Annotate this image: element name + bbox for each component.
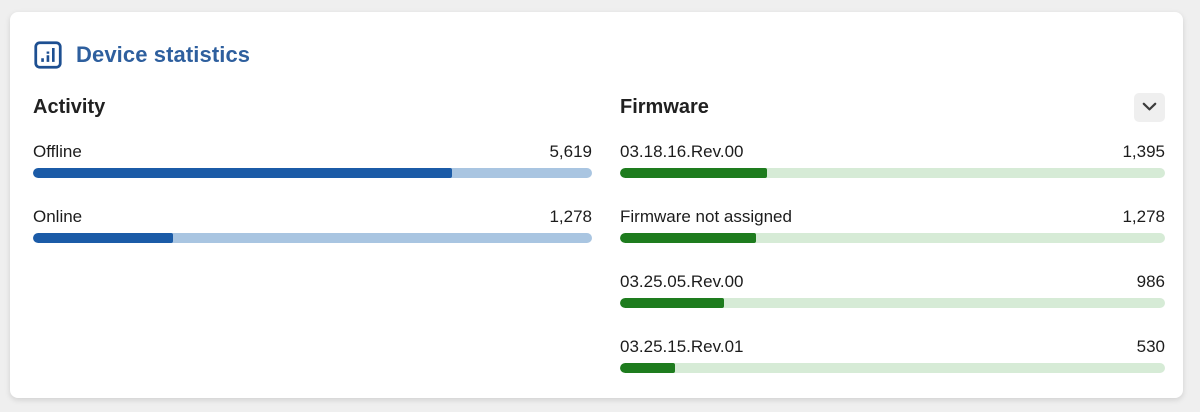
stat-value: 1,278 <box>1122 207 1165 226</box>
firmware-heading: Firmware <box>620 95 709 118</box>
activity-rows: Offline 5,619 Online 1,278 <box>33 140 592 243</box>
chevron-down-icon <box>1142 102 1157 112</box>
stat-bar-fill <box>620 233 757 243</box>
stat-bar-track <box>620 233 1165 243</box>
stat-value: 530 <box>1136 337 1165 356</box>
stat-label: Firmware not assigned <box>620 207 792 226</box>
stat-line: Offline 5,619 <box>33 140 592 163</box>
card-title: Device statistics <box>76 42 251 67</box>
stat-bar-fill <box>33 233 173 243</box>
stat-row: 03.25.05.Rev.00 986 <box>620 270 1165 308</box>
activity-section: Activity Offline 5,619 Online 1,278 <box>33 92 592 400</box>
stat-row: 03.25.15.Rev.01 530 <box>620 335 1165 373</box>
stat-row: Offline 5,619 <box>33 140 592 178</box>
stat-label: Online <box>33 207 83 226</box>
bar-chart-icon <box>33 40 63 70</box>
stat-label: Offline <box>33 142 82 161</box>
stat-row: 03.18.16.Rev.00 1,395 <box>620 140 1165 178</box>
stat-bar-fill <box>33 168 453 178</box>
stat-bar-track <box>620 298 1165 308</box>
stat-bar-track <box>33 233 592 243</box>
stat-label: 03.18.16.Rev.00 <box>620 142 744 161</box>
stat-value: 1,278 <box>549 207 592 226</box>
firmware-section: Firmware 03.18.16.Rev.00 1,395 <box>620 92 1165 400</box>
stat-bar-track <box>33 168 592 178</box>
stat-bar-track <box>620 363 1165 373</box>
stat-line: 03.25.05.Rev.00 986 <box>620 270 1165 293</box>
firmware-collapse-button[interactable] <box>1134 92 1165 122</box>
stat-value: 1,395 <box>1122 142 1165 161</box>
stat-label: 03.25.05.Rev.00 <box>620 272 744 291</box>
stats-columns: Activity Offline 5,619 Online 1,278 Firm… <box>33 92 1165 400</box>
firmware-rows: 03.18.16.Rev.00 1,395 Firmware not assig… <box>620 140 1165 373</box>
card-header: Device statistics <box>33 40 1165 70</box>
stat-line: Firmware not assigned 1,278 <box>620 205 1165 228</box>
stat-bar-fill <box>620 298 724 308</box>
stat-line: Online 1,278 <box>33 205 592 228</box>
stat-bar-fill <box>620 168 768 178</box>
firmware-section-header: Firmware <box>620 92 1165 122</box>
activity-section-header: Activity <box>33 92 592 122</box>
stat-row: Firmware not assigned 1,278 <box>620 205 1165 243</box>
stat-bar-fill <box>620 363 675 373</box>
stat-row: Online 1,278 <box>33 205 592 243</box>
stat-line: 03.25.15.Rev.01 530 <box>620 335 1165 358</box>
stat-bar-track <box>620 168 1165 178</box>
device-statistics-card: Device statistics Activity Offline 5,619… <box>10 12 1183 398</box>
activity-heading: Activity <box>33 95 106 118</box>
stat-label: 03.25.15.Rev.01 <box>620 337 744 356</box>
stat-value: 5,619 <box>549 142 592 161</box>
stat-line: 03.18.16.Rev.00 1,395 <box>620 140 1165 163</box>
stat-value: 986 <box>1136 272 1165 291</box>
